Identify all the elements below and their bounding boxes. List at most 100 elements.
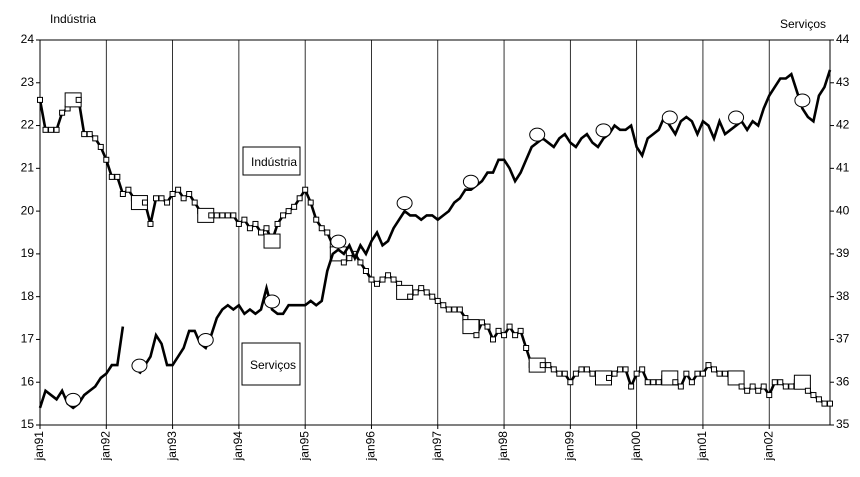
big-marker: [529, 127, 546, 142]
y2-tick-label: 43: [836, 75, 850, 89]
point-marker: [296, 195, 303, 202]
point-marker: [291, 203, 298, 210]
point-marker: [572, 370, 579, 377]
y-axis-label: Indústria: [50, 12, 96, 26]
point-marker: [611, 370, 618, 377]
series-line: [38, 69, 832, 410]
point-marker: [230, 212, 237, 219]
big-marker: [396, 196, 413, 211]
point-marker: [821, 400, 828, 407]
point-marker: [760, 383, 767, 390]
point-marker: [683, 370, 690, 377]
point-marker: [390, 276, 397, 283]
point-marker: [490, 336, 497, 343]
x-tick-label: jan98: [496, 431, 510, 462]
y-tick-label: 16: [21, 374, 35, 388]
y-tick-label: 21: [21, 161, 35, 175]
y2-tick-label: 38: [836, 289, 850, 303]
point-marker: [37, 96, 43, 103]
series-line: [38, 98, 830, 405]
y2-axis-label: Serviços: [780, 17, 826, 31]
point-marker: [705, 362, 712, 369]
point-marker: [434, 297, 441, 304]
point-marker: [313, 216, 320, 223]
point-marker: [539, 362, 546, 369]
point-marker: [368, 276, 375, 283]
point-marker: [412, 289, 419, 296]
x-tick-label: jan92: [98, 431, 112, 462]
point-marker: [445, 306, 452, 313]
point-marker: [103, 156, 110, 163]
point-marker: [810, 392, 817, 399]
point-marker: [235, 220, 242, 227]
point-marker: [274, 220, 281, 227]
point-marker: [617, 366, 624, 373]
point-marker: [147, 220, 154, 227]
x-tick-label: jan95: [297, 431, 311, 462]
point-marker: [169, 191, 176, 197]
y2-tick-label: 36: [836, 374, 850, 388]
point-marker: [407, 293, 414, 300]
point-marker: [478, 319, 485, 326]
y-tick-label: 15: [21, 417, 35, 431]
point-marker: [517, 327, 524, 334]
big-marker: [330, 234, 347, 249]
point-marker: [677, 383, 684, 390]
point-marker: [688, 379, 695, 386]
x-tick-label: jan93: [165, 431, 179, 462]
point-marker: [606, 374, 613, 381]
point-marker: [423, 289, 430, 296]
point-marker: [97, 143, 104, 150]
point-marker: [484, 323, 491, 330]
point-marker: [219, 212, 226, 219]
point-marker: [302, 186, 309, 193]
y-tick-label: 22: [21, 118, 35, 132]
big-marker: [661, 110, 678, 125]
y-tick-label: 17: [21, 332, 35, 346]
point-marker: [53, 126, 60, 133]
point-marker: [771, 379, 778, 386]
point-marker: [280, 212, 287, 219]
big-marker: [462, 174, 479, 189]
big-marker: [794, 93, 811, 108]
point-marker: [561, 370, 568, 377]
plot-frame: [39, 39, 831, 426]
y-tick-label: 24: [21, 32, 35, 46]
point-marker: [257, 229, 264, 236]
point-marker: [804, 387, 811, 394]
point-marker: [672, 379, 679, 386]
point-marker: [755, 387, 762, 394]
point-marker: [456, 306, 463, 313]
y2-tick-label: 40: [836, 203, 850, 217]
annotation-box: [242, 146, 301, 176]
big-marker: [793, 374, 811, 390]
point-marker: [92, 135, 99, 142]
point-marker: [650, 379, 657, 386]
point-marker: [749, 383, 756, 390]
point-marker: [186, 191, 193, 197]
big-marker: [462, 319, 480, 335]
big-marker: [728, 110, 745, 125]
point-marker: [213, 212, 220, 219]
point-marker: [346, 255, 353, 262]
y2-tick-label: 42: [836, 118, 850, 132]
point-marker: [550, 366, 557, 373]
point-marker: [451, 306, 458, 313]
point-marker: [141, 199, 148, 206]
point-marker: [86, 131, 93, 138]
big-marker: [263, 233, 281, 249]
big-marker: [131, 358, 148, 373]
point-marker: [252, 220, 259, 227]
point-marker: [48, 126, 55, 133]
point-marker: [324, 229, 331, 236]
point-marker: [716, 370, 723, 377]
y2-tick-label: 39: [836, 246, 850, 260]
point-marker: [644, 379, 651, 386]
x-tick-label: jan96: [364, 431, 378, 462]
point-marker: [766, 392, 773, 399]
point-marker: [589, 370, 596, 377]
point-marker: [722, 370, 729, 377]
point-marker: [699, 370, 706, 377]
point-marker: [495, 327, 502, 334]
y2-tick-label: 44: [836, 32, 850, 46]
